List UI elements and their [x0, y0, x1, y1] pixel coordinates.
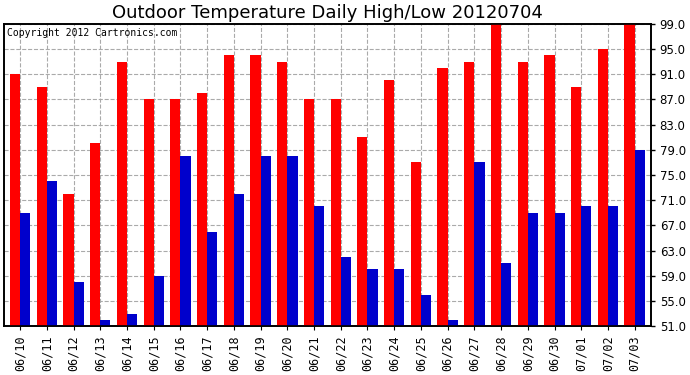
Bar	[304, 99, 314, 375]
Bar	[421, 295, 431, 375]
Bar	[544, 55, 555, 375]
Bar	[624, 24, 635, 375]
Bar	[474, 162, 484, 375]
Bar	[207, 232, 217, 375]
Bar	[491, 24, 501, 375]
Bar	[117, 62, 127, 375]
Bar	[528, 213, 538, 375]
Bar	[63, 194, 74, 375]
Bar	[287, 156, 297, 375]
Bar	[250, 55, 261, 375]
Title: Outdoor Temperature Daily High/Low 20120704: Outdoor Temperature Daily High/Low 20120…	[112, 4, 543, 22]
Bar	[464, 62, 474, 375]
Bar	[234, 194, 244, 375]
Bar	[74, 282, 83, 375]
Bar	[518, 62, 528, 375]
Bar	[331, 99, 341, 375]
Bar	[144, 99, 154, 375]
Bar	[277, 62, 287, 375]
Bar	[341, 257, 351, 375]
Bar	[437, 68, 448, 375]
Bar	[411, 162, 421, 375]
Bar	[448, 320, 457, 375]
Text: Copyright 2012 Cartronics.com: Copyright 2012 Cartronics.com	[8, 28, 178, 38]
Bar	[394, 270, 404, 375]
Bar	[197, 93, 207, 375]
Bar	[37, 87, 47, 375]
Bar	[90, 144, 100, 375]
Bar	[608, 207, 618, 375]
Bar	[571, 87, 581, 375]
Bar	[598, 49, 608, 375]
Bar	[555, 213, 564, 375]
Bar	[314, 207, 324, 375]
Bar	[261, 156, 270, 375]
Bar	[501, 263, 511, 375]
Bar	[181, 156, 190, 375]
Bar	[154, 276, 164, 375]
Bar	[384, 80, 394, 375]
Bar	[20, 213, 30, 375]
Bar	[10, 74, 20, 375]
Bar	[127, 314, 137, 375]
Bar	[357, 137, 368, 375]
Bar	[47, 181, 57, 375]
Bar	[100, 320, 110, 375]
Bar	[581, 207, 591, 375]
Bar	[368, 270, 377, 375]
Bar	[635, 150, 644, 375]
Bar	[224, 55, 234, 375]
Bar	[170, 99, 181, 375]
